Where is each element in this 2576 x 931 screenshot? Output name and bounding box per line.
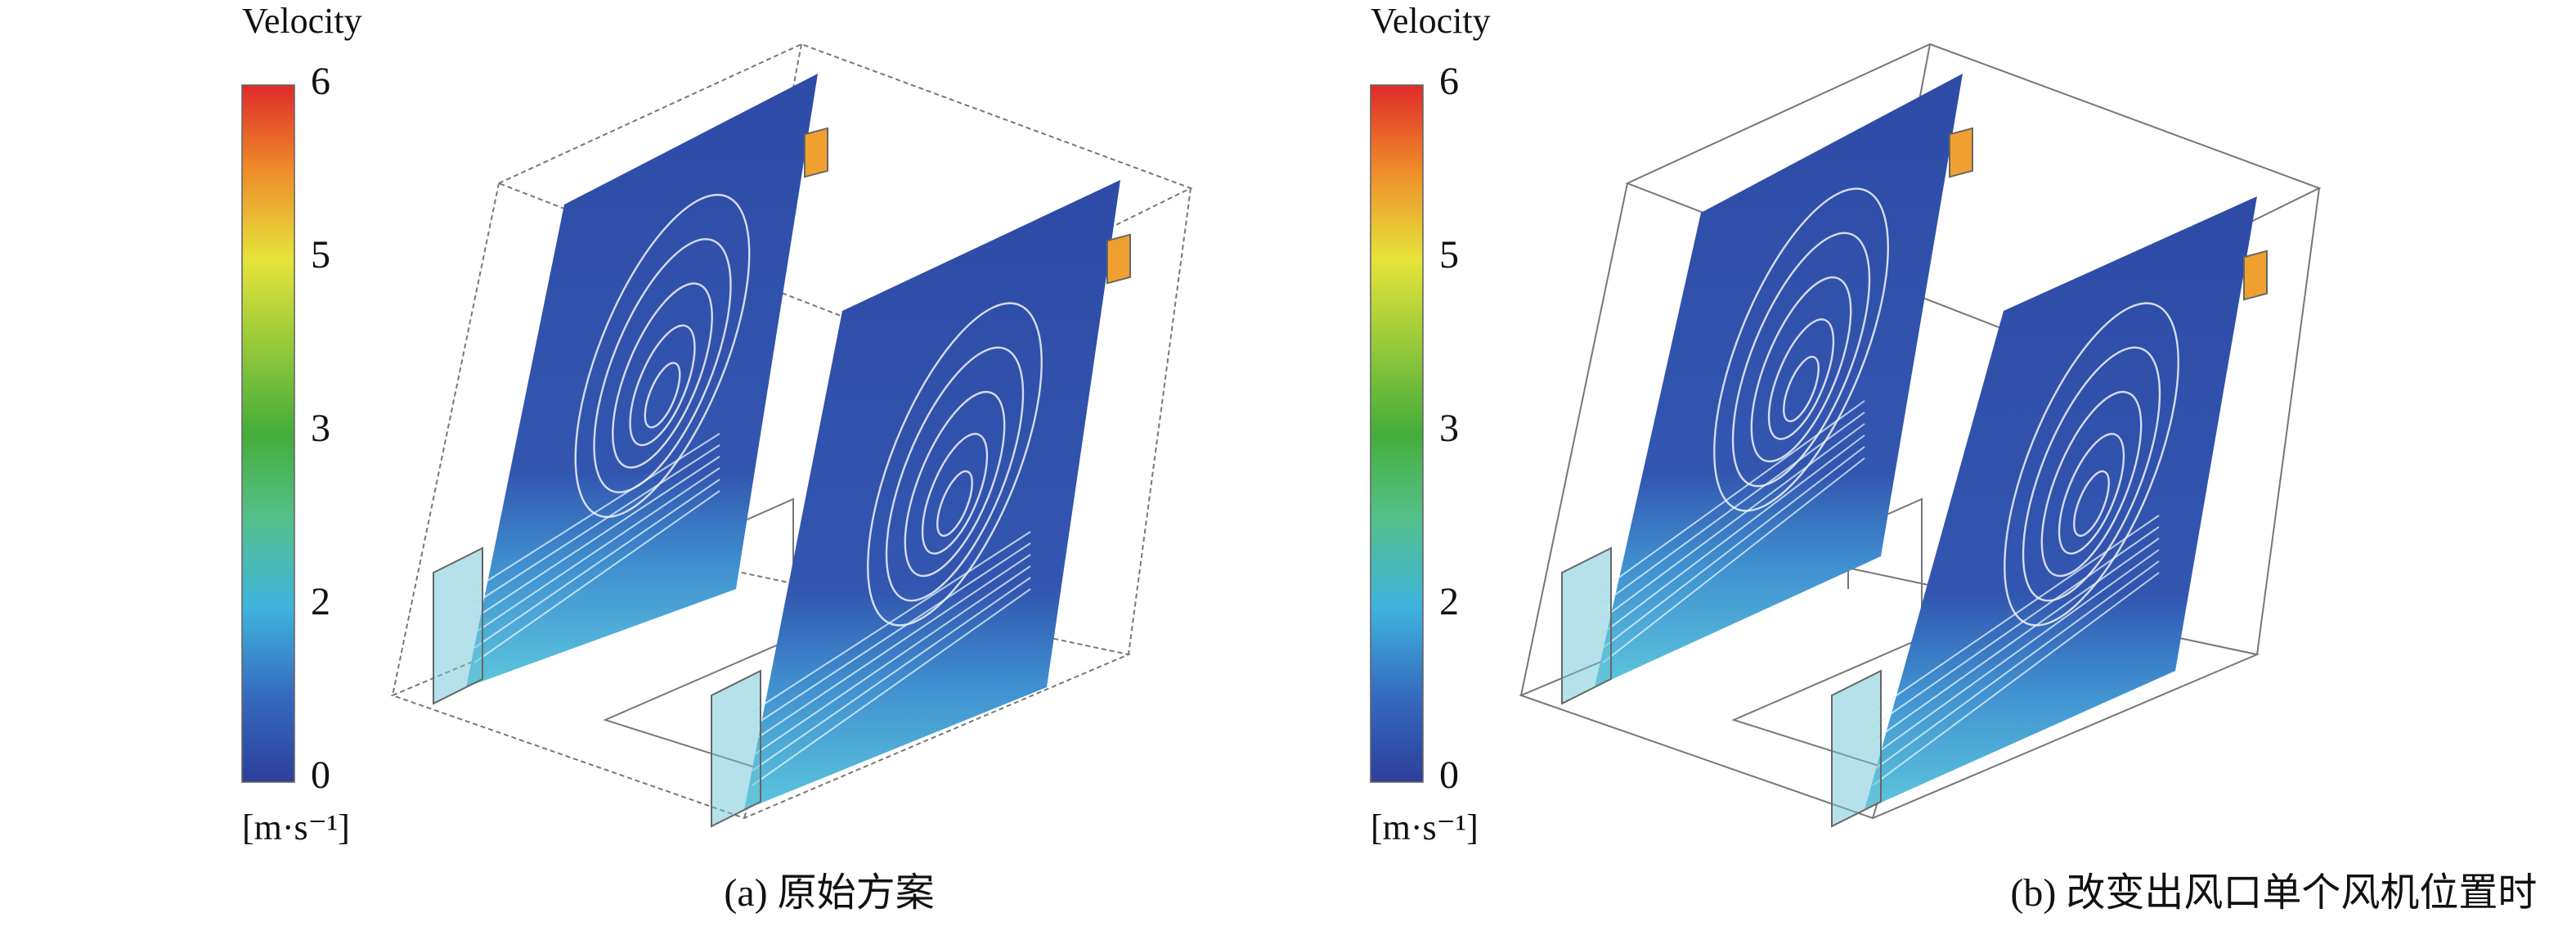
colorbar: [1370, 84, 1424, 783]
outlet-fan: [2243, 250, 2268, 301]
inlet-streamline: [1872, 526, 2160, 727]
streamline-slab: [466, 74, 818, 687]
colorbar-unit: [m·s⁻¹]: [1371, 807, 1479, 848]
streamline-slab: [744, 180, 1120, 810]
outlet-fan: [1106, 233, 1131, 285]
inlet-streamline: [752, 531, 1031, 713]
panel: Velocity 6 5 3 2 0 [m·s⁻¹] (a) 原始方案: [241, 1, 1193, 915]
streamline-loop: [593, 238, 732, 493]
outlet-fan: [804, 127, 828, 178]
colorbar-title: Velocity: [1371, 1, 1491, 41]
colorbar-tick-label: 2: [311, 580, 330, 623]
colorbar-unit: [m·s⁻¹]: [242, 807, 350, 848]
inlet-box: [1561, 546, 1612, 705]
inlet-streamline: [752, 542, 1031, 727]
inlet-streamline: [1602, 423, 1865, 619]
caption: (b) 改变出风口单个风机位置时: [2010, 871, 2537, 915]
domain-edge: [1520, 182, 1628, 696]
streamline-slab: [1595, 74, 1963, 687]
inlet-streamline: [752, 565, 1031, 757]
domain-edge: [2256, 187, 2320, 655]
streamline-loop: [2022, 346, 2161, 602]
inlet-streamline: [473, 490, 720, 663]
inlet-streamline: [1602, 434, 1865, 634]
streamline-loop: [612, 282, 713, 469]
inlet-streamline: [1872, 572, 2160, 786]
inlet-streamline: [1872, 560, 2160, 771]
streamline-slab: [1865, 196, 2257, 810]
streamline-loop: [1750, 276, 1852, 463]
inlet-streamline: [1872, 549, 2160, 757]
colorbar-tick-label: 0: [311, 753, 330, 797]
streamline-loop: [2040, 390, 2143, 578]
inlet-streamline: [473, 456, 720, 619]
streamline-loop: [1767, 318, 1835, 440]
domain-edge: [392, 182, 500, 696]
caption: (a) 原始方案: [724, 871, 934, 915]
inlet-streamline: [752, 577, 1031, 771]
streamline-loop: [574, 193, 751, 519]
streamline-loop: [904, 390, 1006, 578]
inlet-streamline: [752, 588, 1031, 786]
inlet-streamline: [473, 444, 720, 605]
streamline-loop: [629, 324, 696, 447]
streamline-loop: [885, 346, 1025, 602]
inlet-streamline: [1872, 537, 2160, 742]
colorbar: [241, 84, 295, 783]
inlet-streamline: [1602, 412, 1865, 605]
streamline-loop: [936, 470, 973, 537]
streamline-loop: [1783, 355, 1820, 423]
inlet-streamline: [1602, 400, 1865, 590]
streamline-loop: [644, 362, 681, 429]
streamline-loop: [921, 433, 989, 555]
inlet-box: [433, 546, 483, 705]
inlet-box: [1831, 669, 1882, 828]
colorbar-tick-label: 6: [311, 60, 330, 103]
colorbar-title: Velocity: [242, 1, 362, 41]
streamline-loop: [1731, 232, 1871, 488]
colorbar-tick-label: 3: [311, 407, 330, 450]
domain-edge: [1128, 187, 1192, 655]
colorbar-tick-label: 5: [1439, 233, 1459, 277]
streamline-illustration: [1519, 43, 2322, 828]
outlet-fan: [1949, 127, 1973, 178]
inlet-streamline: [473, 433, 720, 590]
streamline-loop: [1713, 187, 1889, 512]
streamline-loop: [2073, 470, 2110, 537]
inlet-streamline: [473, 479, 720, 649]
streamline-loop: [2004, 302, 2179, 627]
colorbar-tick-label: 5: [311, 233, 330, 277]
colorbar-tick-label: 0: [1439, 753, 1459, 797]
inlet-streamline: [1872, 515, 2160, 713]
streamline-loop: [867, 302, 1043, 627]
inlet-streamline: [1602, 457, 1865, 663]
inlet-streamline: [1602, 446, 1865, 649]
colorbar-tick-label: 2: [1439, 580, 1459, 623]
inlet-streamline: [473, 467, 720, 634]
colorbar-tick-label: 6: [1439, 60, 1459, 103]
panel: Velocity 6 5 3 2 0 [m·s⁻¹] (b) 改变出风口单个风机位置时: [1370, 1, 2537, 915]
colorbar-tick-label: 3: [1439, 407, 1459, 450]
streamline-loop: [2058, 433, 2125, 555]
inlet-box: [711, 669, 761, 828]
inlet-streamline: [752, 554, 1031, 742]
streamline-illustration: [390, 43, 1193, 828]
